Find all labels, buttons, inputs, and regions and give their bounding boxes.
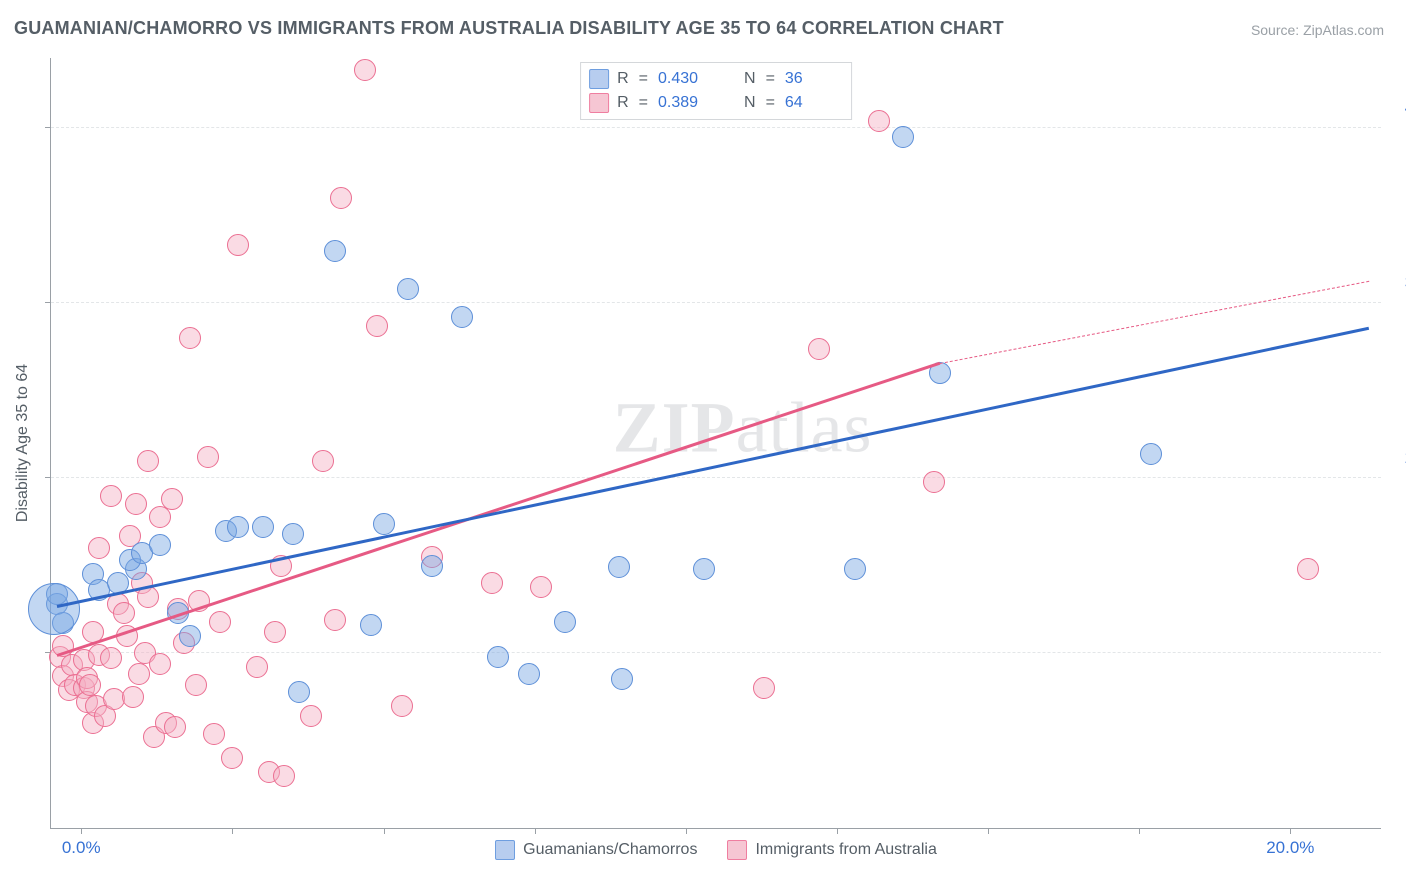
scatter-point <box>125 493 147 515</box>
scatter-point <box>421 555 443 577</box>
x-tick-label: 20.0% <box>1266 838 1314 858</box>
scatter-point <box>923 471 945 493</box>
scatter-point <box>179 327 201 349</box>
gridline-horizontal <box>51 302 1381 303</box>
x-minor-tick <box>988 828 989 834</box>
x-minor-tick <box>384 828 385 834</box>
scatter-point <box>164 716 186 738</box>
scatter-point <box>354 59 376 81</box>
legend-n-value-australia: 64 <box>785 94 837 112</box>
scatter-point <box>227 234 249 256</box>
scatter-point <box>100 485 122 507</box>
legend-r-value-guamanian: 0.430 <box>658 70 710 88</box>
x-minor-tick <box>232 828 233 834</box>
scatter-point <box>366 315 388 337</box>
scatter-point <box>693 558 715 580</box>
scatter-point <box>113 602 135 624</box>
legend-swatch-australia <box>727 840 747 860</box>
legend-correlation-box: R= 0.430 N= 36 R= 0.389 N= 64 <box>580 62 852 120</box>
scatter-point <box>203 723 225 745</box>
legend-row-australia: R= 0.389 N= 64 <box>589 91 837 115</box>
scatter-point <box>273 765 295 787</box>
scatter-point <box>1297 558 1319 580</box>
scatter-point <box>149 534 171 556</box>
x-minor-tick <box>535 828 536 834</box>
scatter-point <box>324 240 346 262</box>
legend-entry-guamanian: Guamanians/Chamorros <box>495 840 697 860</box>
x-minor-tick <box>837 828 838 834</box>
scatter-point <box>892 126 914 148</box>
scatter-point <box>487 646 509 668</box>
scatter-point <box>324 609 346 631</box>
scatter-point <box>88 537 110 559</box>
scatter-point <box>481 572 503 594</box>
trendline <box>57 361 941 656</box>
scatter-point <box>79 674 101 696</box>
scatter-point <box>391 695 413 717</box>
scatter-point <box>185 674 207 696</box>
scatter-point <box>518 663 540 685</box>
scatter-point <box>246 656 268 678</box>
scatter-point <box>264 621 286 643</box>
legend-r-label: R <box>617 70 629 88</box>
scatter-point <box>451 306 473 328</box>
legend-r-label: R <box>617 94 629 112</box>
scatter-point <box>554 611 576 633</box>
scatter-point <box>530 576 552 598</box>
trendline-extrapolated <box>940 281 1369 364</box>
x-minor-tick <box>1139 828 1140 834</box>
scatter-point <box>312 450 334 472</box>
scatter-point <box>197 446 219 468</box>
legend-label-guamanian: Guamanians/Chamorros <box>523 841 697 859</box>
gridline-horizontal <box>51 127 1381 128</box>
scatter-point <box>300 705 322 727</box>
source-label: Source: ZipAtlas.com <box>1251 22 1384 38</box>
legend-swatch-guamanian <box>589 69 609 89</box>
scatter-point <box>360 614 382 636</box>
legend-series: Guamanians/Chamorros Immigrants from Aus… <box>51 840 1381 860</box>
gridline-horizontal <box>51 652 1381 653</box>
chart-title: GUAMANIAN/CHAMORRO VS IMMIGRANTS FROM AU… <box>14 18 1004 39</box>
x-minor-tick <box>686 828 687 834</box>
legend-n-label: N <box>744 94 756 112</box>
scatter-point <box>397 278 419 300</box>
scatter-point <box>100 647 122 669</box>
scatter-point <box>288 681 310 703</box>
legend-swatch-australia <box>589 93 609 113</box>
scatter-point <box>161 488 183 510</box>
legend-n-label: N <box>744 70 756 88</box>
scatter-point <box>282 523 304 545</box>
scatter-point <box>611 668 633 690</box>
legend-row-guamanian: R= 0.430 N= 36 <box>589 67 837 91</box>
scatter-point <box>753 677 775 699</box>
scatter-point <box>122 686 144 708</box>
legend-swatch-guamanian <box>495 840 515 860</box>
scatter-point <box>330 187 352 209</box>
chart-frame: GUAMANIAN/CHAMORRO VS IMMIGRANTS FROM AU… <box>0 0 1406 892</box>
legend-n-value-guamanian: 36 <box>785 70 837 88</box>
legend-label-australia: Immigrants from Australia <box>755 841 936 859</box>
scatter-point <box>868 110 890 132</box>
scatter-point <box>179 625 201 647</box>
scatter-point <box>373 513 395 535</box>
scatter-point <box>608 556 630 578</box>
legend-r-value-australia: 0.389 <box>658 94 710 112</box>
scatter-point <box>227 516 249 538</box>
scatter-point <box>844 558 866 580</box>
scatter-point <box>128 663 150 685</box>
scatter-point <box>808 338 830 360</box>
scatter-point <box>149 653 171 675</box>
y-axis-label: Disability Age 35 to 64 <box>14 364 32 522</box>
scatter-point <box>1140 443 1162 465</box>
scatter-point <box>221 747 243 769</box>
scatter-point <box>137 450 159 472</box>
scatter-point <box>209 611 231 633</box>
plot-area: ZIPatlas Disability Age 35 to 64 R= 0.43… <box>50 58 1381 829</box>
scatter-point-large <box>28 583 80 635</box>
gridline-horizontal <box>51 477 1381 478</box>
legend-entry-australia: Immigrants from Australia <box>727 840 936 860</box>
scatter-point <box>252 516 274 538</box>
x-tick-label: 0.0% <box>62 838 101 858</box>
